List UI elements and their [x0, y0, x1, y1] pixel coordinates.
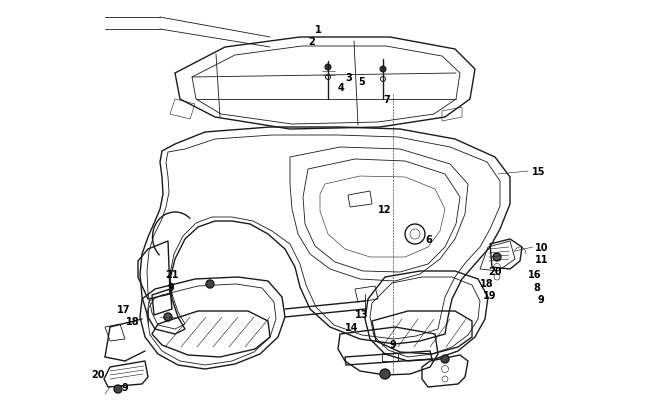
Text: 21: 21	[165, 269, 179, 279]
Text: 10: 10	[535, 243, 549, 252]
Text: 12: 12	[378, 205, 391, 215]
Text: 9: 9	[122, 382, 129, 392]
Text: 9: 9	[168, 282, 175, 292]
Text: 1: 1	[315, 25, 322, 35]
Circle shape	[206, 280, 214, 288]
Text: 20: 20	[92, 369, 105, 379]
Text: 8: 8	[533, 282, 540, 292]
Text: 17: 17	[116, 304, 130, 314]
Text: 6: 6	[425, 234, 432, 244]
Text: 9: 9	[538, 294, 545, 304]
Text: 2: 2	[308, 37, 315, 47]
Text: 7: 7	[383, 95, 390, 105]
Circle shape	[325, 65, 331, 71]
Text: 9: 9	[390, 339, 396, 349]
Circle shape	[441, 355, 449, 363]
Text: 19: 19	[483, 290, 497, 300]
Text: 20: 20	[488, 266, 502, 276]
Text: 14: 14	[345, 322, 359, 332]
Circle shape	[164, 313, 172, 321]
Text: 18: 18	[126, 316, 140, 326]
Circle shape	[380, 369, 390, 379]
Text: 16: 16	[528, 269, 541, 279]
Circle shape	[114, 385, 122, 393]
Circle shape	[380, 67, 386, 73]
Text: 3: 3	[345, 73, 352, 83]
Text: 5: 5	[358, 77, 365, 87]
Text: 18: 18	[480, 278, 493, 288]
Text: 4: 4	[338, 83, 344, 93]
Text: 15: 15	[532, 166, 545, 177]
Circle shape	[493, 254, 501, 261]
Text: 11: 11	[535, 254, 549, 264]
Text: 13: 13	[355, 309, 369, 319]
